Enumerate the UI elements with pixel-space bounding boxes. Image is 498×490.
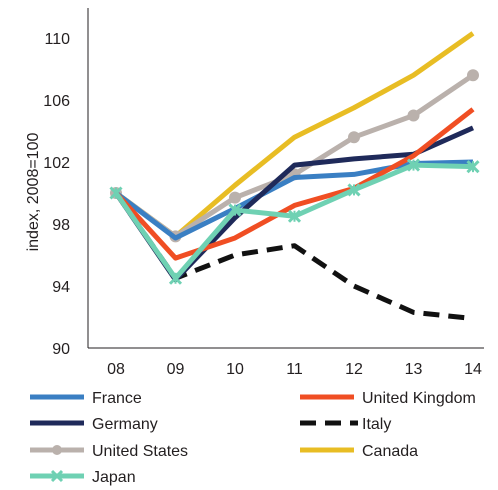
y-axis-title: index, 2008=100	[25, 133, 42, 252]
series-layer	[110, 33, 479, 318]
legend-item-france: France	[30, 390, 142, 407]
x-tick-label: 09	[167, 361, 185, 378]
legend-item-italy: Italy	[300, 416, 391, 433]
x-tick-label: 11	[286, 361, 303, 378]
x-tick-label: 10	[226, 361, 244, 378]
legend-item-canada: Canada	[300, 443, 418, 460]
y-tick-label: 106	[43, 93, 70, 110]
legend-item-united-kingdom: United Kingdom	[300, 390, 476, 407]
legend-label: Germany	[92, 416, 158, 433]
x-tick-label: 13	[405, 361, 423, 378]
legend-item-germany: Germany	[30, 416, 158, 433]
legend-item-japan: Japan	[30, 469, 136, 486]
x-tick-label: 14	[464, 361, 482, 378]
legend-label: Italy	[362, 416, 391, 433]
legend-label: France	[92, 390, 142, 407]
data-point	[348, 131, 360, 143]
legend-label: United Kingdom	[362, 390, 476, 407]
legend: France United Kingdom Germany Italy United S…	[30, 390, 476, 486]
y-tick-label: 94	[52, 279, 70, 296]
data-point	[229, 192, 241, 204]
y-tick-label: 98	[52, 217, 70, 234]
x-tick-label: 08	[107, 361, 125, 378]
legend-marker	[52, 445, 62, 455]
y-tick-labels: 90 94 98 102 106 110	[43, 31, 70, 358]
x-tick-labels: 08 09 10 11 12 13 14	[107, 361, 482, 378]
y-tick-label: 110	[44, 31, 70, 48]
legend-label: Japan	[92, 469, 136, 486]
x-tick-label: 12	[345, 361, 363, 378]
legend-label: United States	[92, 443, 188, 460]
y-tick-label: 102	[43, 155, 70, 172]
y-tick-label: 90	[52, 341, 70, 358]
data-point	[467, 69, 479, 81]
legend-item-united-states: United States	[30, 443, 188, 460]
legend-label: Canada	[362, 443, 418, 460]
data-point	[408, 110, 420, 122]
